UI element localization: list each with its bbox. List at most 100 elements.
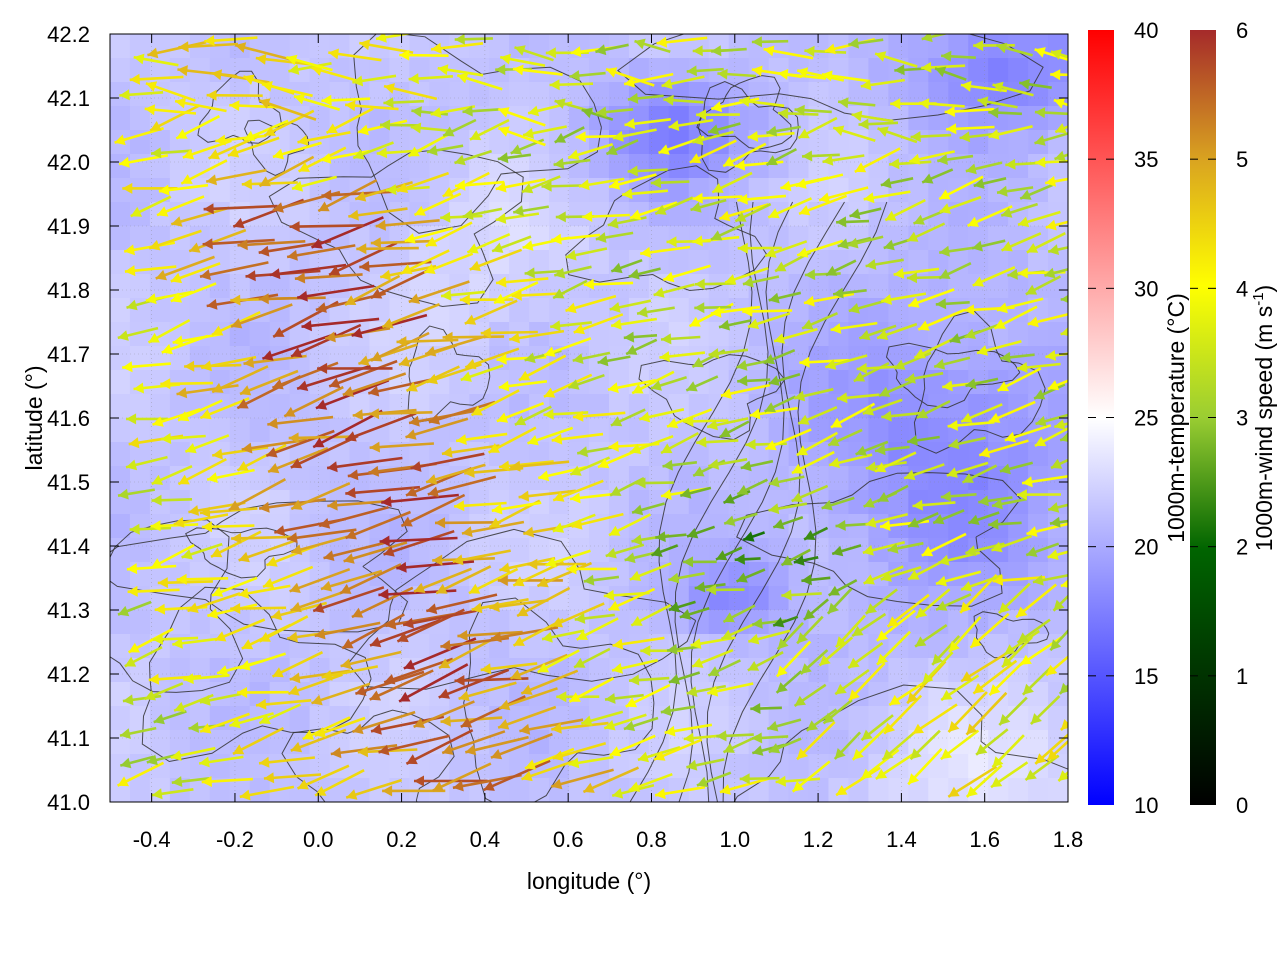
temperature-cell — [1008, 778, 1029, 802]
temperature-cell — [1048, 58, 1068, 83]
temperature-cell — [828, 778, 850, 802]
wind-arrow-head — [327, 499, 338, 511]
temperature-cell — [309, 34, 331, 59]
temperature-cell — [668, 178, 690, 203]
wind-arrow-head — [1051, 458, 1063, 469]
wind-arrow-head — [235, 42, 247, 53]
wind-arrow-shaft — [370, 331, 430, 362]
wind-arrow-head — [301, 320, 312, 332]
wind-arrow-shaft — [378, 734, 450, 754]
wind-arrow-head — [500, 53, 511, 65]
wind-arrow-head — [711, 101, 723, 113]
wind-arrow-head — [289, 672, 301, 684]
wind-arrow-head — [441, 446, 453, 458]
temperature-cell — [589, 34, 610, 59]
wind-arrow-head — [680, 487, 692, 499]
wind-arrow-head — [1016, 606, 1028, 618]
wind-arrow-head — [510, 460, 521, 472]
temperature-cell — [1008, 322, 1029, 347]
temperature-cell — [529, 154, 550, 179]
wind-arrow-head — [745, 439, 756, 450]
temperature-cell — [369, 514, 391, 539]
temperature-colorbar-tick-label: 15 — [1134, 664, 1158, 689]
temperature-cell — [529, 538, 550, 563]
temperature-cell — [808, 730, 830, 755]
temperature-cell — [608, 562, 630, 587]
temperature-cell — [868, 82, 889, 107]
wind-arrow-head — [522, 240, 534, 251]
wind-arrow-head — [1017, 362, 1028, 373]
wind-arrow-head — [435, 517, 446, 529]
temperature-cell — [189, 418, 211, 443]
temperature-cell — [1048, 562, 1068, 587]
wind-arrow-shaft — [289, 669, 351, 681]
contour-line — [706, 201, 845, 802]
temperature-cell — [249, 346, 271, 371]
wind-arrow-shaft — [290, 482, 351, 511]
wind-arrow-head — [1030, 713, 1042, 725]
wind-arrow-head — [690, 638, 702, 649]
wind-arrow-head — [452, 554, 464, 566]
wind-arrow-head — [452, 780, 464, 792]
temperature-cell — [868, 202, 889, 227]
temperature-cell — [309, 562, 331, 587]
wind-arrow-head — [1027, 316, 1039, 328]
wind-arrow-head — [890, 98, 901, 110]
temperature-cell — [529, 634, 550, 659]
temperature-cell — [928, 226, 949, 251]
temperature-cell — [110, 298, 131, 323]
wind-arrow-head — [201, 776, 212, 787]
wind-arrow-head — [737, 242, 748, 254]
wind-arrow-head — [315, 399, 328, 410]
temperature-cell — [948, 82, 969, 107]
temperature-cell — [589, 58, 610, 83]
wind-arrow-head — [991, 541, 1003, 553]
wind-colorbar-title-end: ) — [1251, 285, 1277, 293]
wind-colorbar-tick-label: 5 — [1236, 147, 1248, 172]
wind-arrow-head — [243, 74, 255, 85]
wind-arrow-head — [330, 747, 342, 759]
temperature-cell — [668, 298, 690, 323]
wind-arrow-shaft — [203, 204, 278, 211]
wind-arrow-head — [734, 159, 746, 171]
temperature-cell — [469, 58, 490, 83]
wind-arrow-head — [259, 756, 270, 768]
wind-arrow-head — [797, 632, 808, 644]
wind-arrow-head — [768, 476, 780, 488]
temperature-cell — [668, 250, 690, 275]
temperature-cell — [668, 370, 690, 395]
temperature-cell — [888, 298, 909, 323]
wind-arrow-head — [528, 105, 540, 117]
wind-colorbar-tick-label: 2 — [1236, 535, 1248, 560]
wind-arrow-head — [399, 691, 411, 702]
wind-arrow-head — [426, 603, 438, 615]
wind-arrow-head — [207, 608, 219, 619]
temperature-cell — [149, 82, 171, 107]
wind-arrow-head — [1055, 123, 1067, 134]
temperature-cell — [129, 514, 151, 539]
temperature-cell — [928, 514, 949, 539]
wind-arrow-head — [171, 776, 183, 787]
temperature-cell — [110, 442, 131, 467]
wind-arrow-head — [157, 206, 169, 217]
temperature-cell — [788, 706, 810, 731]
wind-arrow-head — [124, 265, 136, 277]
wind-arrow-shaft — [497, 705, 557, 729]
wind-arrow-head — [611, 262, 623, 274]
wind-arrow-head — [440, 715, 451, 727]
temperature-cell — [668, 322, 690, 347]
temperature-cell — [688, 466, 710, 491]
wind-arrow-head — [629, 570, 642, 581]
wind-arrow-head — [320, 580, 333, 592]
wind-arrow-head — [1054, 150, 1066, 162]
temperature-cell — [389, 466, 410, 491]
temperature-cell — [1028, 442, 1049, 467]
wind-arrow-head — [378, 588, 389, 600]
wind-arrow-head — [570, 465, 582, 476]
wind-arrow-head — [694, 581, 706, 593]
temperature-cell — [668, 346, 690, 371]
temperature-cell — [1008, 58, 1029, 83]
temperature-cell — [688, 490, 710, 515]
temperature-cell — [509, 442, 530, 467]
wind-arrow-head — [574, 613, 586, 624]
